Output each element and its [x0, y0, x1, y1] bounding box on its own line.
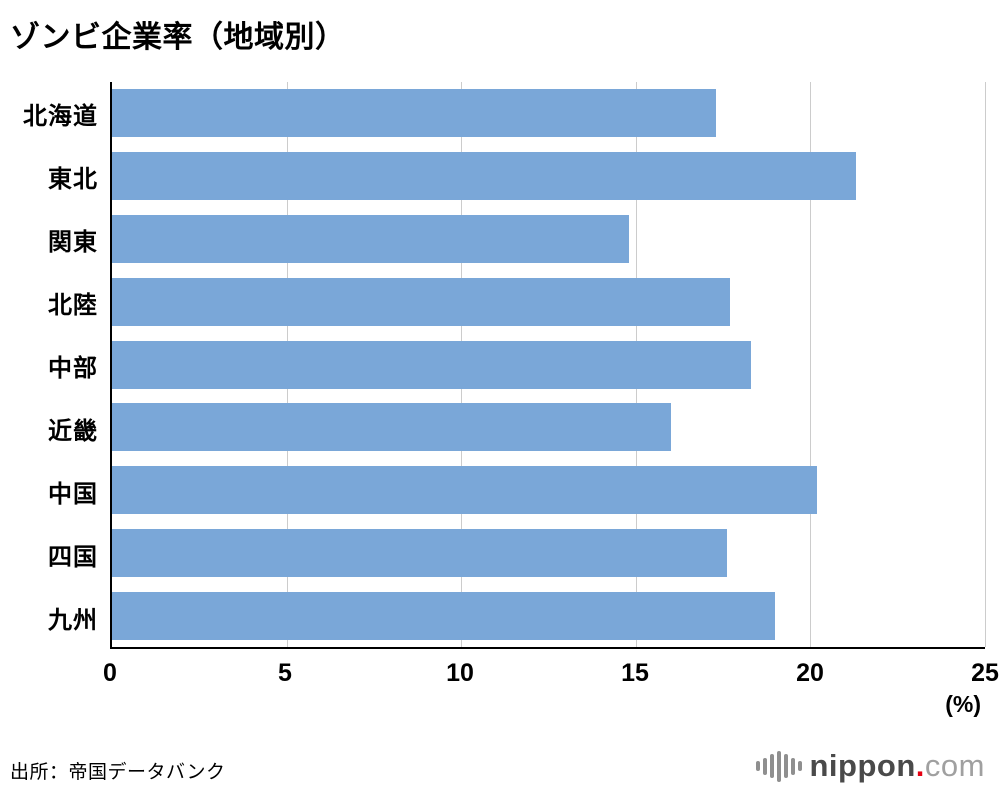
bar	[112, 340, 752, 389]
bar	[112, 403, 671, 452]
soundwave-icon	[755, 749, 802, 783]
y-axis-label: 北陸	[48, 292, 98, 319]
bar	[112, 89, 717, 138]
bar	[112, 214, 629, 263]
x-tick-label: 20	[796, 659, 824, 687]
y-axis-label: 東北	[48, 166, 98, 193]
x-tick-label: 15	[621, 659, 649, 687]
plot-area	[110, 82, 986, 649]
footer: 出所：帝国データバンク nippon.com	[10, 748, 985, 784]
x-tick-label: 0	[103, 659, 117, 687]
soundwave-bar	[762, 757, 767, 775]
bar-chart: 北海道東北関東北陸中部近畿中国四国九州 0 5 10 15 20 25 (%)	[10, 82, 999, 718]
logo-tld: com	[924, 748, 985, 783]
y-axis-label: 四国	[48, 544, 98, 571]
bar-row	[112, 521, 985, 584]
source-note: 出所：帝国データバンク	[10, 762, 226, 783]
y-axis-label: 中部	[48, 355, 98, 382]
y-axis-label: 九州	[48, 607, 98, 634]
x-tick-label: 10	[446, 659, 474, 687]
soundwave-bar	[790, 757, 795, 775]
y-axis-label: 中国	[48, 481, 98, 508]
x-axis-ticks: 0 5 10 15 20 25	[103, 649, 999, 689]
logo-text: nippon.com	[810, 748, 986, 784]
x-tick-label: 5	[278, 659, 292, 687]
bar	[112, 466, 818, 515]
bar	[112, 528, 727, 577]
x-tick-label: 25	[971, 659, 999, 687]
bar-row	[112, 584, 985, 647]
x-axis: 0 5 10 15 20 25	[10, 649, 999, 689]
soundwave-bar	[755, 761, 760, 771]
bar-row	[112, 333, 985, 396]
y-axis-label: 近畿	[48, 418, 98, 445]
gridline	[810, 82, 812, 647]
logo-name: nippon	[809, 748, 916, 783]
nippon-logo: nippon.com	[755, 748, 986, 784]
y-axis-label: 関東	[48, 229, 98, 256]
bar	[112, 152, 856, 201]
y-axis-labels: 北海道東北関東北陸中部近畿中国四国九州	[10, 82, 110, 649]
y-axis-label: 北海道	[23, 103, 98, 130]
bar	[112, 277, 731, 326]
x-axis-spacer	[10, 649, 110, 689]
bar-row	[112, 208, 985, 271]
bar-row	[112, 270, 985, 333]
soundwave-bar	[783, 754, 788, 778]
bars	[112, 82, 985, 647]
bar-row	[112, 396, 985, 459]
bar-row	[112, 459, 985, 522]
soundwave-bar	[776, 750, 781, 782]
x-axis-unit-label: (%)	[945, 691, 981, 717]
bar-row	[112, 145, 985, 208]
chart-title: ゾンビ企業率（地域別）	[10, 21, 346, 54]
soundwave-bar	[769, 754, 774, 778]
bar-row	[112, 82, 985, 145]
bar	[112, 591, 776, 640]
soundwave-bar	[797, 761, 802, 771]
gridline	[985, 82, 986, 647]
logo-dot: .	[915, 748, 925, 783]
